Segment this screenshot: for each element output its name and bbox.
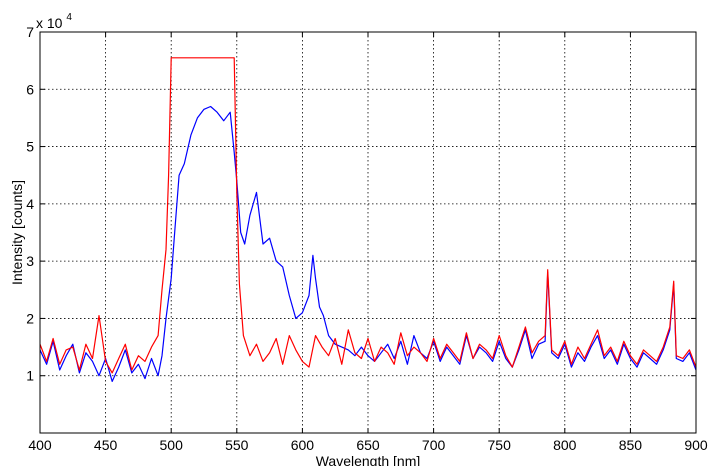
x-tick-labels: 400 450 500 550 600 650 700 750 800 850 900 [28, 437, 708, 453]
x-tick-label: 500 [160, 437, 184, 453]
series-group [39, 57, 697, 382]
x-tick-label: 750 [488, 437, 512, 453]
series-line-blue [39, 105, 697, 382]
x-tick-label: 800 [553, 437, 577, 453]
x-tick-label: 550 [225, 437, 249, 453]
y-tick-label: 1 [26, 368, 34, 384]
x-tick-label: 700 [422, 437, 446, 453]
y-tick-labels: 1 2 3 4 5 6 7 [26, 24, 34, 384]
x-tick-label: 850 [619, 437, 643, 453]
y-tick-label: 3 [26, 253, 34, 269]
y-tick-label: 6 [26, 81, 34, 97]
x-tick-label: 650 [356, 437, 380, 453]
x-tick-label: 400 [28, 437, 52, 453]
y-multiplier-exponent: 4 [66, 12, 72, 23]
y-tick-label: 4 [26, 196, 34, 212]
y-tick-label: 7 [26, 24, 34, 40]
y-multiplier-base: x 10 [36, 15, 63, 31]
series-line-red [39, 57, 697, 374]
x-tick-label: 600 [291, 437, 315, 453]
grid-lines [40, 32, 696, 433]
y-multiplier-label: x 10 4 [36, 12, 72, 31]
axis-ticks [39, 31, 697, 434]
y-tick-label: 5 [26, 139, 34, 155]
x-tick-label: 900 [684, 437, 708, 453]
y-axis-label: Intensity [counts] [9, 180, 25, 285]
y-tick-label: 2 [26, 310, 34, 326]
x-axis-label: Wavelength [nm] [316, 453, 421, 466]
x-tick-label: 450 [94, 437, 118, 453]
